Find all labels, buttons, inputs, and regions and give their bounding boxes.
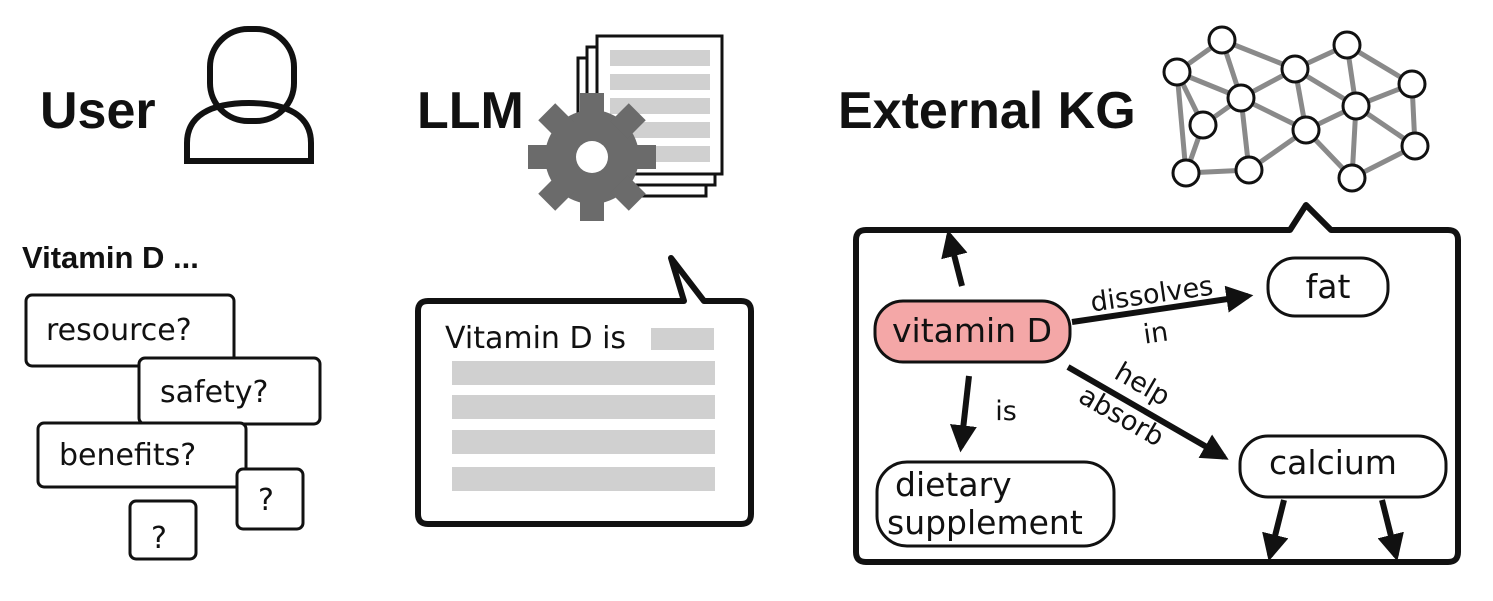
question-label: benefits? <box>59 438 196 473</box>
node-fat: fat <box>1266 256 1390 318</box>
llm-title: LLM <box>417 82 524 140</box>
question-box-safety: safety? <box>137 356 322 426</box>
llm-response-text: Vitamin D is <box>445 321 626 356</box>
graph-node <box>1337 163 1367 193</box>
question-label: safety? <box>160 375 268 410</box>
graph-node <box>1397 69 1427 99</box>
graph-node <box>1400 131 1430 161</box>
graph-node <box>1188 110 1218 140</box>
node-label-line2: supplement <box>887 503 1083 542</box>
network-graph-icon <box>1162 25 1430 193</box>
question-label: resource? <box>46 313 192 348</box>
graph-node <box>1291 115 1321 145</box>
llm-speech-bubble: Vitamin D is <box>415 255 754 527</box>
node-dietary-supplement: dietary supplement <box>875 460 1116 548</box>
user-title: User <box>40 82 156 140</box>
graph-node <box>1341 91 1371 121</box>
graph-edge <box>1174 69 1189 176</box>
question-box-resource: resource? <box>24 293 236 368</box>
edge-arrow-calcium-left <box>1262 499 1289 562</box>
graph-node <box>1280 54 1310 84</box>
node-vitamin-d: vitamin D <box>873 299 1072 364</box>
node-calcium: calcium <box>1238 434 1448 499</box>
kg-edges <box>941 229 1404 562</box>
question-box-unknown: ? <box>235 467 305 531</box>
graph-node <box>1332 30 1362 60</box>
user-query: Vitamin D ... <box>22 240 199 275</box>
edge-arrow-up <box>941 229 968 287</box>
node-label: calcium <box>1269 443 1397 482</box>
node-label-line1: dietary <box>895 465 1012 504</box>
question-box-unknown: ? <box>128 499 198 561</box>
question-label: ? <box>151 521 167 556</box>
graph-node <box>1162 57 1192 87</box>
graph-node <box>1234 155 1264 185</box>
graph-node <box>1171 158 1201 188</box>
edge-arrow-dissolves-in <box>1071 285 1254 325</box>
node-label: fat <box>1306 267 1351 306</box>
user-icon <box>184 26 314 164</box>
question-box-benefits: benefits? <box>36 421 248 489</box>
edge-label-in: in <box>1141 317 1170 351</box>
graph-node <box>1226 83 1256 113</box>
question-label: ? <box>258 483 274 518</box>
gear-icon <box>528 93 656 221</box>
edge-label-is: is <box>995 396 1017 427</box>
edge-arrow-calcium-right <box>1377 499 1404 562</box>
edge-arrow-help-absorb <box>1066 364 1229 460</box>
graph-node <box>1207 25 1237 55</box>
edge-arrow-is <box>950 375 977 453</box>
kg-title: External KG <box>838 82 1136 140</box>
node-label: vitamin D <box>892 311 1052 350</box>
